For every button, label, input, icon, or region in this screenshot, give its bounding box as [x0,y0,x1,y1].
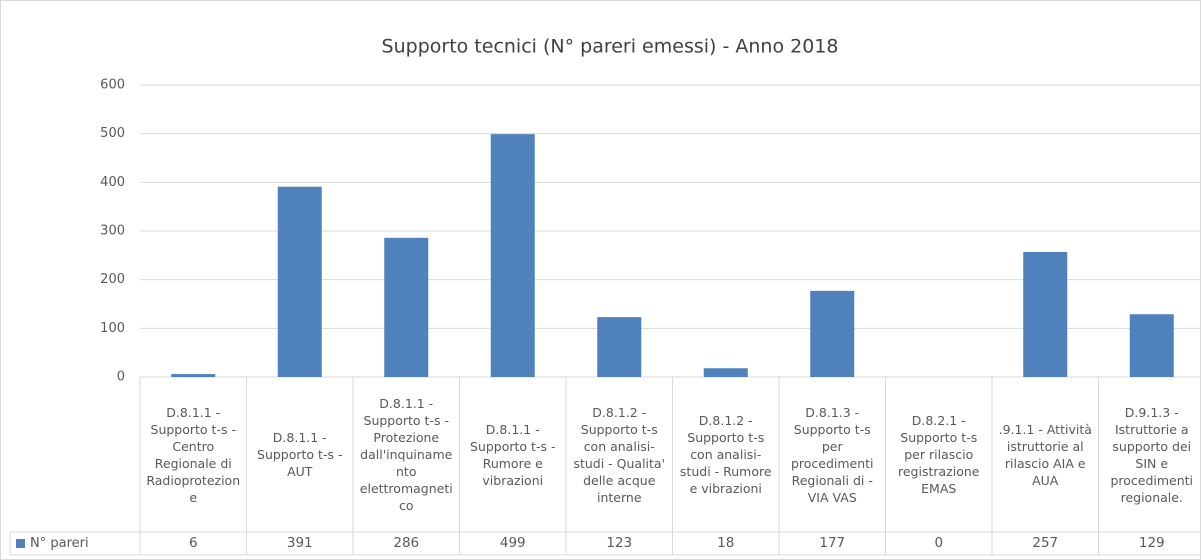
table-value: 123 [606,535,633,551]
bar [703,368,748,377]
category-label: D.9.1.3 - Istruttorie a supporto dei SIN… [1110,404,1194,505]
table-value: 286 [393,535,420,551]
y-tick-label: 300 [100,224,125,239]
category-label: .9.1.1 - Attività istruttorie al rilasci… [998,421,1092,488]
y-tick-label: 600 [100,78,125,93]
bar [1023,251,1068,377]
table-value: 18 [717,535,735,551]
category-label: D.8.1.1 - Supporto t-s - Protezione dall… [359,396,453,513]
category-label: D.8.1.3 - Supporto t-s per procedimenti … [790,404,874,505]
bar [597,317,642,377]
category-label: D.8.2.1 - Supporto t-s per rilascio regi… [898,413,980,496]
legend-label: N° pareri [30,536,89,551]
bar [384,237,429,377]
category-label: D.8.1.2 - Supporto t-s con analisi-studi… [573,404,666,505]
table-value: 257 [1032,535,1059,551]
table-value: 0 [934,535,944,551]
table-value: 499 [499,535,526,551]
legend-swatch [16,539,25,548]
table-value: 177 [819,535,846,551]
table-value: 129 [1138,535,1165,551]
bar [1129,314,1174,377]
bar [810,290,855,377]
chart-title: Supporto tecnici (N° pareri emessi) - An… [382,36,839,58]
y-tick-label: 100 [100,321,125,336]
category-label: D.8.1.1 - Supporto t-s - Rumore e vibraz… [470,421,556,488]
y-tick-label: 200 [100,272,125,287]
table-value: 391 [286,535,313,551]
category-label: D.8.1.2 - Supporto t-s con analisi-studi… [679,413,772,496]
bar [490,134,535,377]
y-tick-label: 500 [100,126,125,141]
y-tick-label: 400 [100,175,125,190]
category-label: D.8.1.1 - Supporto t-s - Centro Regional… [146,404,241,505]
table-value: 6 [188,535,198,551]
category-label: D.8.1.1 - Supporto t-s - AUT [257,430,343,479]
bar [277,186,322,377]
bar [171,374,216,377]
y-tick-label: 0 [117,370,125,385]
